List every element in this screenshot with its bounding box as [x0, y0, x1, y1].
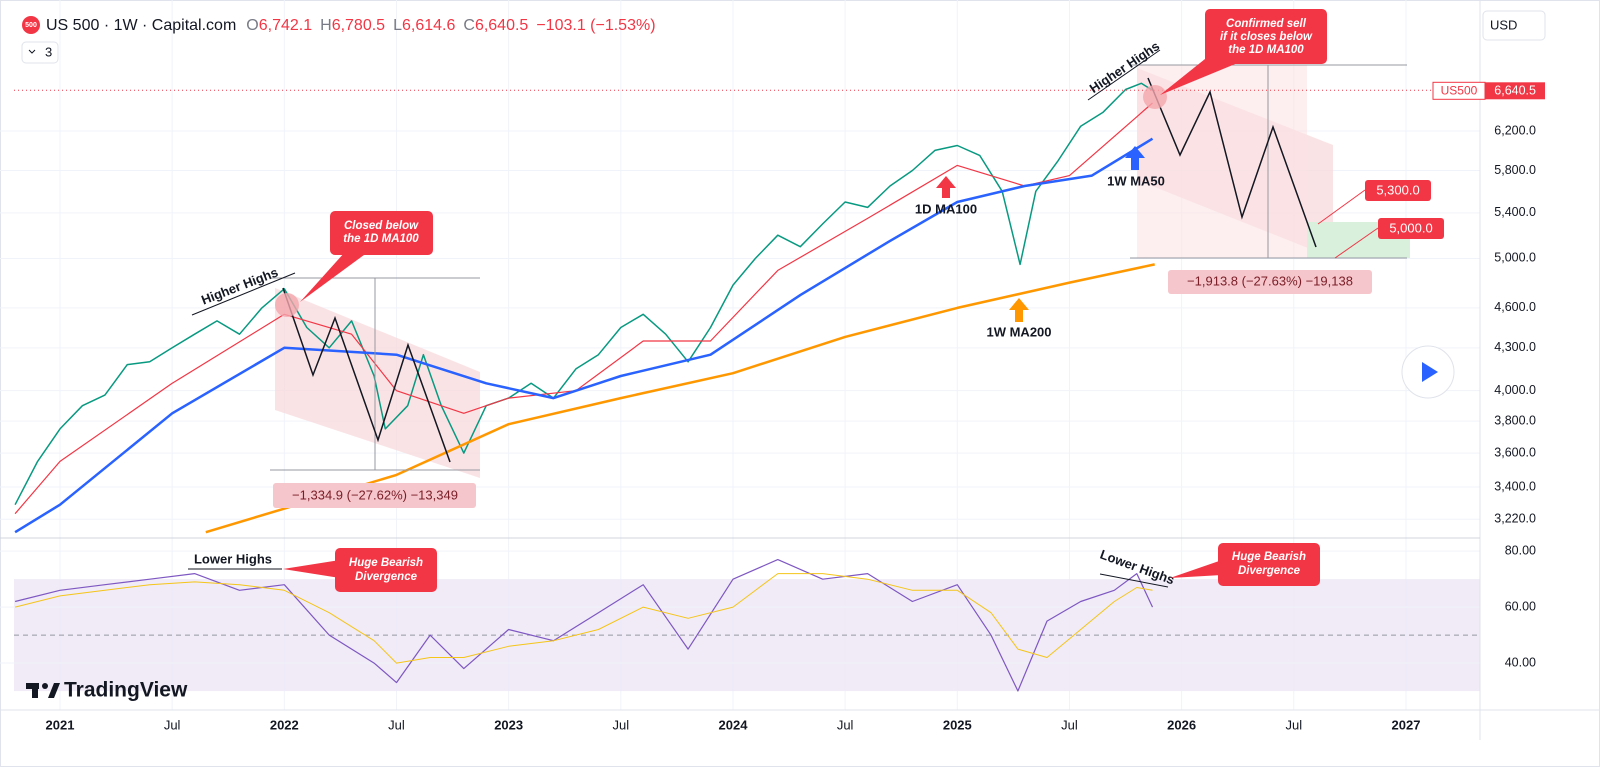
annotation: 1W MA200	[986, 324, 1051, 339]
measure-box	[273, 483, 476, 508]
measure	[270, 64, 1407, 471]
annotation: Lower Highs	[194, 551, 272, 566]
callout: Huge Bearish Divergence	[283, 548, 437, 592]
callout: Huge Bearish Divergence	[1170, 543, 1320, 586]
series-line	[14, 82, 1153, 506]
callout: Closed below the 1D MA100	[300, 211, 433, 302]
callout-text: if it closes below	[1220, 31, 1313, 43]
last-price-tag	[1485, 82, 1545, 100]
header: US 500 · 1W · Capital.com O6,742.1 H6,780.…	[46, 17, 656, 34]
trend-line	[191, 272, 296, 316]
measure-box	[1168, 270, 1372, 294]
indicator-count: 3	[45, 44, 52, 59]
y-tick-label: 3,220.0	[1494, 511, 1536, 525]
trend-line	[1087, 49, 1161, 101]
x-tick-label: 2021	[46, 717, 75, 732]
x-tick-label: 2025	[943, 717, 972, 732]
annotation: 1D MA100	[915, 201, 977, 216]
series-line	[14, 559, 1154, 692]
indicator-toggle[interactable]	[21, 41, 59, 64]
measure-label: −1,913.8 (−27.63%) −19,138	[1187, 273, 1353, 288]
annotation: 1W MA50	[1107, 173, 1165, 188]
y-tick-label: 5,000.0	[1494, 251, 1536, 265]
callout-text: Huge Bearish	[1232, 551, 1306, 563]
projection	[1147, 77, 1317, 248]
connector	[1317, 189, 1366, 225]
x-tick-label: Jul	[1061, 717, 1078, 732]
trend-line	[1099, 573, 1169, 588]
target-label: 5,300.0	[1376, 182, 1419, 197]
y-tick-label: 4,000.0	[1494, 383, 1536, 397]
x-tick-label: Jul	[1285, 717, 1302, 732]
ohlc-value: 6,780.5	[332, 17, 385, 34]
callout-text: Huge Bearish	[349, 557, 423, 569]
brand: TradingView	[64, 679, 188, 702]
x-tick-label: Jul	[837, 717, 854, 732]
ohlc-key: O	[246, 17, 258, 34]
channel	[275, 288, 480, 478]
series-line	[14, 573, 1153, 664]
callout-text: Divergence	[355, 571, 418, 583]
change: −103.1 (−1.53%)	[536, 17, 655, 34]
measure-label: −1,334.9 (−27.62%) −13,349	[292, 487, 458, 502]
y-tick-label: 3,600.0	[1494, 445, 1536, 459]
x-tick-label: 2027	[1392, 717, 1421, 732]
ohlc-value: 6,640.5	[475, 17, 528, 34]
currency: USD	[1490, 17, 1517, 32]
x-tick-label: 2026	[1167, 717, 1196, 732]
ohlc-value: 6,742.1	[259, 17, 312, 34]
y-tick-label: 3,400.0	[1494, 479, 1536, 493]
symbol-icon-text: 500	[25, 22, 37, 29]
marker	[1143, 85, 1167, 109]
connector	[1334, 227, 1379, 259]
arrow	[1009, 298, 1029, 322]
callout: Confirmed sell if it closes below the 1D…	[1160, 9, 1327, 95]
x-tick-label: 2023	[494, 717, 523, 732]
arrow	[1125, 146, 1145, 170]
symbol-tag-text: US500	[1441, 83, 1478, 97]
x-tick-label: 2022	[270, 717, 299, 732]
target-box	[1365, 180, 1431, 201]
grid	[0, 0, 1480, 710]
play-icon	[1422, 362, 1438, 382]
x-tick-label: Jul	[613, 717, 630, 732]
x-tick-label: Jul	[164, 717, 181, 732]
brand-logo	[26, 683, 60, 698]
y-tick-label: 5,800.0	[1494, 163, 1536, 177]
y-tick-label: 60.00	[1505, 599, 1536, 613]
plot	[14, 82, 1480, 692]
callout-text: Divergence	[1238, 565, 1301, 577]
target-label: 5,000.0	[1389, 220, 1432, 235]
y-tick-label: 5,400.0	[1494, 205, 1536, 219]
callout-text: Closed below	[344, 220, 419, 232]
ohlc-key: C	[463, 17, 475, 34]
chevron	[28, 49, 36, 54]
marker	[275, 293, 299, 317]
x-tick-label: Jul	[388, 717, 405, 732]
ohlc-key: L	[393, 17, 402, 34]
target-box	[1378, 218, 1444, 239]
ohlc-value: 6,614.6	[402, 17, 455, 34]
y-tick-label: 4,300.0	[1494, 340, 1536, 354]
callout-text: the 1D MA100	[1228, 44, 1304, 56]
callout-text: the 1D MA100	[343, 233, 419, 245]
last-price-label: 6,640.5	[1494, 84, 1536, 98]
y-tick-label: 3,800.0	[1494, 413, 1536, 427]
symbol-title: US 500 · 1W · Capital.com	[46, 17, 236, 34]
x-tick-label: 2024	[719, 717, 749, 732]
arrow	[936, 176, 956, 198]
y-tick-label: 80.00	[1505, 543, 1536, 557]
ohlc-key: H	[320, 17, 332, 34]
y-tick-label: 6,200.0	[1494, 123, 1536, 137]
projection	[282, 287, 451, 463]
axes: 2021 Jul 2022 Jul 2023 Jul 2024 Jul 2025 Jul 2026 J…	[46, 81, 1545, 732]
y-tick-label: 40.00	[1505, 655, 1536, 669]
series-line	[14, 137, 1154, 534]
symbol-icon	[22, 16, 40, 34]
currency-button[interactable]	[1482, 10, 1546, 41]
series-line	[205, 263, 1155, 534]
callout-text: Confirmed sell	[1226, 18, 1307, 30]
y-tick-label: 4,600.0	[1494, 300, 1536, 314]
